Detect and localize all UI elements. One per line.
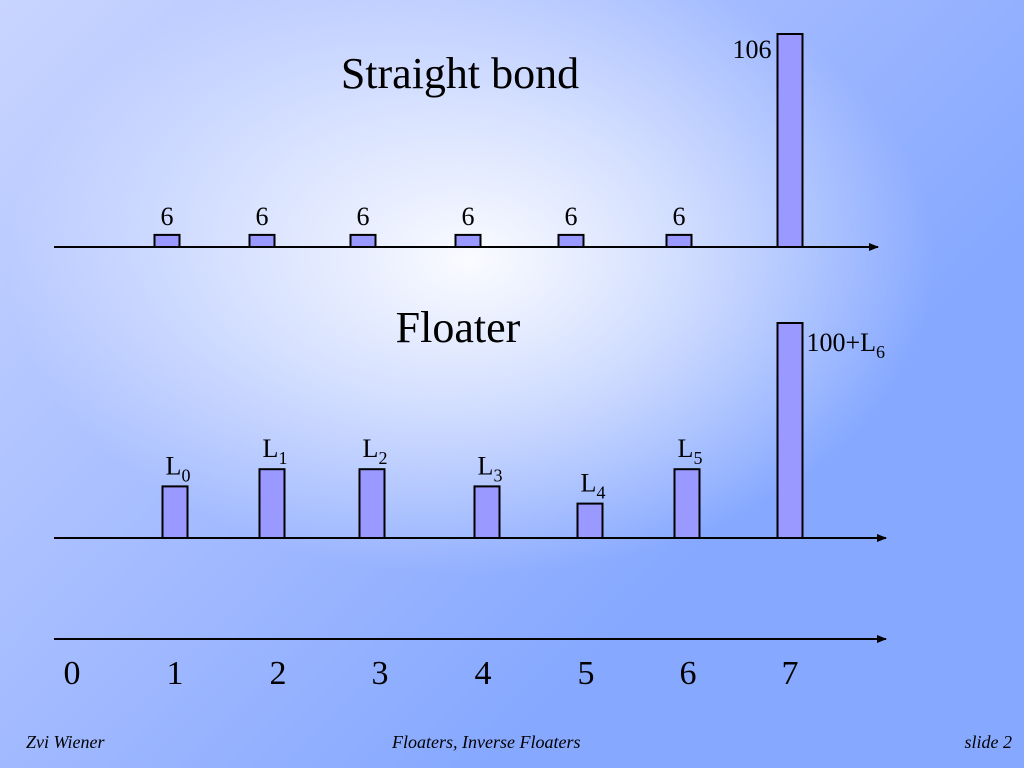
time-axis-tick-labels: 0 1 2 3 4 5 6 7 — [64, 655, 799, 692]
bar-t1 — [161, 485, 189, 539]
bar-t7 — [776, 322, 804, 539]
data-label-t6: L5 — [678, 434, 703, 468]
time-axis: 0 1 2 3 4 5 6 7 — [54, 635, 887, 692]
footer-author: Zvi Wiener — [26, 732, 105, 752]
footer: Zvi Wiener Floaters, Inverse Floaters sl… — [0, 732, 1024, 754]
footer-topic: Floaters, Inverse Floaters — [392, 732, 581, 752]
footer-slide-number: slide 2 — [964, 732, 1013, 752]
floater-chart: Floater L0 L1 L2 L3 L4 L5 100+L6 — [54, 303, 887, 542]
time-tick-7: 7 — [782, 655, 799, 692]
data-label-t5: 6 — [565, 202, 578, 231]
data-label-t7: 106 — [733, 35, 772, 64]
time-tick-1: 1 — [167, 655, 184, 692]
floater-title: Floater — [396, 303, 521, 352]
data-label-t6: 6 — [673, 202, 686, 231]
bar-t4 — [473, 485, 501, 539]
bar-t5 — [557, 233, 585, 248]
time-tick-4: 4 — [475, 655, 492, 692]
data-label-t4: 6 — [462, 202, 475, 231]
bar-t2 — [258, 468, 286, 540]
time-tick-5: 5 — [578, 655, 595, 692]
data-label-t3: L2 — [363, 434, 388, 468]
data-label-t4: L3 — [478, 451, 503, 485]
bar-t7 — [776, 33, 804, 248]
bar-t6 — [665, 233, 693, 248]
data-label-t1: 6 — [161, 202, 174, 231]
data-label-t7: 100+L6 — [807, 328, 886, 362]
bar-t3 — [349, 233, 377, 248]
straight-bond-chart: Straight bond 6 6 6 6 6 6 106 — [54, 33, 879, 251]
floater-labels: L0 L1 L2 L3 L4 L5 100+L6 — [166, 328, 885, 503]
data-label-t2: 6 — [256, 202, 269, 231]
bar-t4 — [454, 233, 482, 248]
bar-t2 — [248, 233, 276, 248]
time-tick-6: 6 — [680, 655, 697, 692]
straight-bond-labels: 6 6 6 6 6 6 106 — [161, 35, 772, 231]
floater-bars — [161, 322, 804, 540]
bar-t6 — [673, 468, 701, 540]
time-tick-3: 3 — [372, 655, 389, 692]
straight-bond-bars — [153, 33, 804, 248]
data-label-t3: 6 — [357, 202, 370, 231]
bar-t5 — [576, 502, 604, 540]
straight-bond-title: Straight bond — [341, 49, 579, 98]
time-tick-0: 0 — [64, 655, 81, 692]
bar-t1 — [153, 233, 181, 248]
bar-t3 — [358, 468, 386, 540]
data-label-t1: L0 — [166, 451, 191, 485]
data-label-t2: L1 — [263, 434, 288, 468]
data-label-t5: L4 — [581, 469, 606, 503]
time-tick-2: 2 — [270, 655, 287, 692]
